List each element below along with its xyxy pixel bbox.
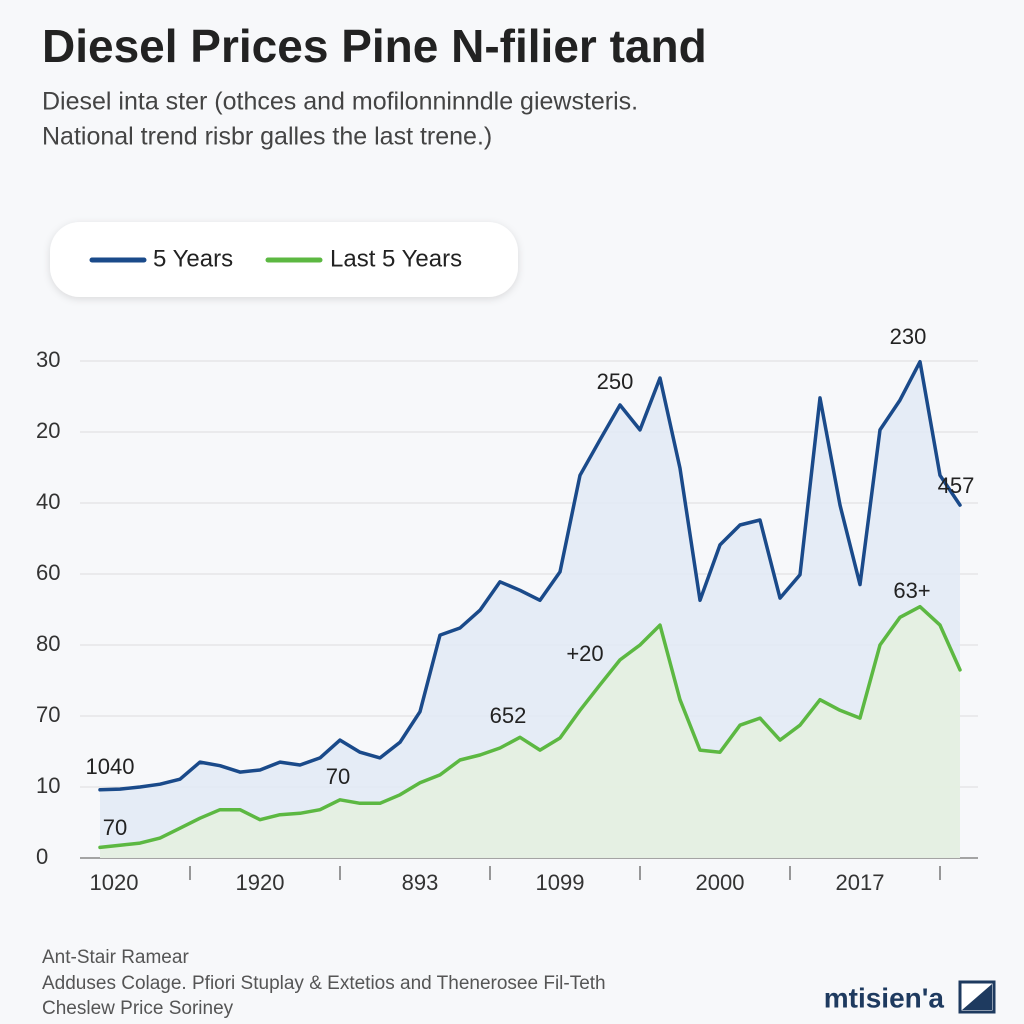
- line: [98, 604, 962, 850]
- x-tick-marks: [189, 866, 941, 880]
- subtitle: Diesel inta ster (othces and mofilonninn…: [42, 88, 638, 116]
- annotation: 70: [326, 764, 350, 789]
- subtitle: National trend risbr galles the last tre…: [42, 123, 492, 151]
- annotation: 230: [890, 324, 927, 349]
- footer-line: Adduses Colage. Pfiori Stuplay & Extetio…: [42, 973, 606, 994]
- x-tick-label: 1099: [536, 870, 585, 895]
- area-fill: [100, 606, 960, 858]
- x-tick-label: 893: [402, 870, 439, 895]
- plot: 0 10 70 80 60 40 20 30 1020 1920 893 1099 2000 2017: [36, 347, 978, 895]
- y-tick-label: 60: [36, 560, 60, 585]
- legend-label: Last 5 Years: [330, 245, 462, 272]
- legend-label: 5 Years: [153, 245, 233, 272]
- footer-line: Cheslew Price Soriney: [42, 998, 234, 1019]
- y-tick-label: 30: [36, 347, 60, 372]
- y-tick-label: 10: [36, 773, 60, 798]
- x-tick-label: 1020: [90, 870, 139, 895]
- y-tick-label: 70: [36, 702, 60, 727]
- x-tick-label: 2000: [696, 870, 745, 895]
- annotation: 457: [938, 473, 975, 498]
- x-tick-label: 2017: [836, 870, 885, 895]
- chart-title: Diesel Prices Pine N-filier tand: [42, 20, 707, 72]
- annotation: 70: [103, 815, 127, 840]
- annotation: 652: [490, 703, 527, 728]
- x-tick-label: 1920: [236, 870, 285, 895]
- footer-line: Ant-Stair Ramear: [42, 947, 189, 968]
- annotation: 250: [597, 369, 634, 394]
- brand-icon: [958, 980, 996, 1014]
- y-tick-label: 40: [36, 489, 60, 514]
- line: [98, 359, 962, 792]
- y-tick-label: 80: [36, 631, 60, 656]
- y-tick-label: 20: [36, 418, 60, 443]
- annotation: 63+: [893, 578, 930, 603]
- y-tick-label: 0: [36, 844, 48, 869]
- annotation: 1040: [86, 754, 135, 779]
- annotation: +20: [566, 641, 603, 666]
- brand: mtisien'a: [824, 982, 945, 1013]
